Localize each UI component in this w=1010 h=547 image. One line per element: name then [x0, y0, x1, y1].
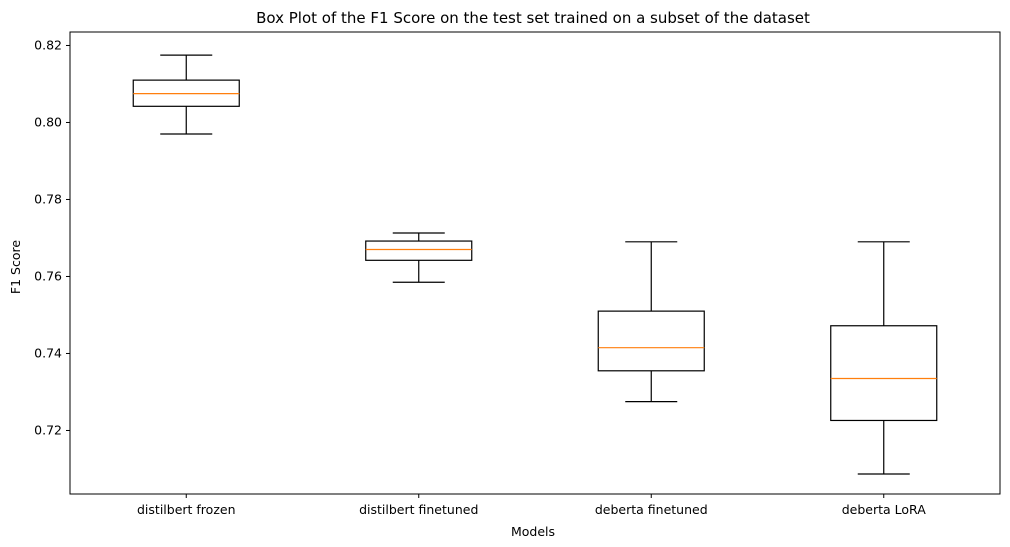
y-tick-label: 0.72: [34, 422, 62, 437]
y-tick-label: 0.74: [34, 345, 62, 360]
iqr-box: [830, 325, 938, 422]
x-tick-label: distilbert frozen: [137, 502, 236, 517]
iqr-box: [597, 310, 705, 372]
y-tick-label: 0.76: [34, 268, 62, 283]
plot-frame: [69, 31, 1001, 495]
y-tick-label: 0.80: [34, 114, 62, 129]
y-tick-label: 0.78: [34, 191, 62, 206]
x-tick-label: deberta finetuned: [595, 502, 708, 517]
x-tick-label: distilbert finetuned: [359, 502, 478, 517]
y-tick-label: 0.82: [34, 37, 62, 52]
x-tick-label: deberta LoRA: [842, 502, 926, 517]
y-axis-title: F1 Score: [8, 240, 23, 294]
x-axis-title: Models: [511, 524, 555, 539]
plot-area: 0.72 0.74 0.76 0.78 0.80 0.82 distilbert froze…: [34, 31, 1001, 517]
iqr-box: [365, 240, 473, 261]
chart-title: Box Plot of the F1 Score on the test set…: [256, 9, 810, 27]
